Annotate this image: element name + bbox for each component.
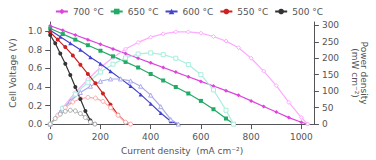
- svg-text:200: 200: [322, 53, 339, 63]
- svg-text:1000: 1000: [290, 132, 313, 142]
- svg-text:400: 400: [142, 132, 159, 142]
- svg-text:0.0: 0.0: [28, 119, 43, 129]
- svg-text:Current density (mA cm⁻²): Current density (mA cm⁻²): [121, 146, 243, 156]
- svg-text:150: 150: [322, 70, 339, 80]
- svg-text:0.4: 0.4: [28, 82, 43, 92]
- svg-text:50: 50: [322, 103, 334, 113]
- svg-text:550 °C: 550 °C: [237, 7, 268, 17]
- svg-text:800: 800: [243, 132, 260, 142]
- svg-text:300: 300: [322, 20, 339, 30]
- svg-text:0.8: 0.8: [28, 45, 43, 55]
- svg-text:700 °C: 700 °C: [73, 7, 104, 17]
- svg-text:0.2: 0.2: [28, 101, 42, 111]
- svg-text:650 °C: 650 °C: [128, 7, 159, 17]
- svg-text:100: 100: [322, 86, 339, 96]
- svg-text:250: 250: [322, 37, 339, 47]
- svg-text:0: 0: [47, 132, 53, 142]
- svg-text:Cell Voltage (V): Cell Voltage (V): [8, 38, 18, 107]
- svg-text:600 °C: 600 °C: [183, 7, 214, 17]
- svg-text:1.0: 1.0: [28, 26, 43, 36]
- svg-text:200: 200: [92, 132, 109, 142]
- svg-text:600: 600: [192, 132, 209, 142]
- svg-text:(mW cm⁻²): (mW cm⁻²): [350, 48, 360, 98]
- svg-text:0.6: 0.6: [28, 63, 43, 73]
- svg-text:Power density: Power density: [358, 41, 369, 105]
- svg-text:0: 0: [322, 119, 328, 129]
- svg-text:500 °C: 500 °C: [292, 7, 323, 17]
